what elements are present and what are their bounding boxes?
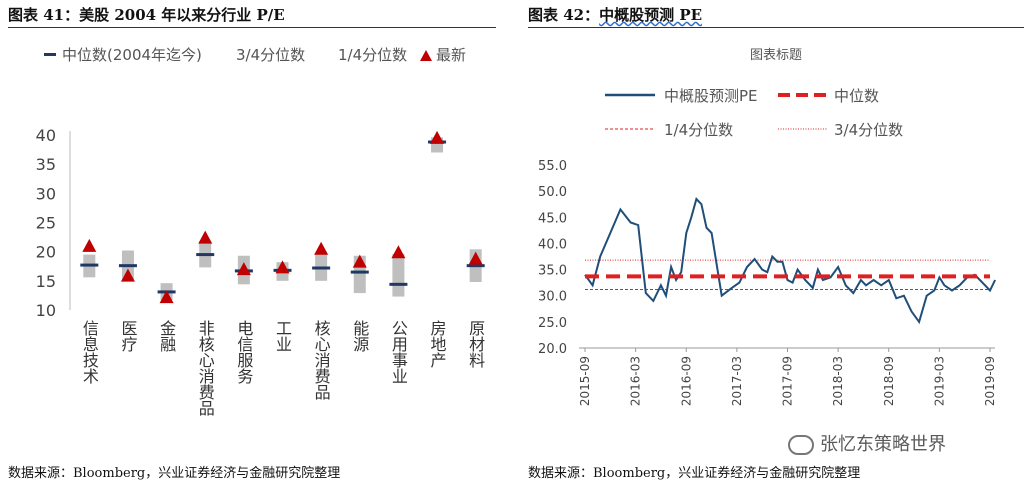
left-category-labels: 信息技术 医疗 金融 非核心消费品 电信服务 工业 核心消费品 能源 公用事业 房地产 原材料 xyxy=(80,320,485,416)
latest-marker-10 xyxy=(468,251,483,265)
median-mark-3 xyxy=(196,253,215,257)
right-x-tick-5: 2018-03 xyxy=(831,356,845,406)
latest-marker-5 xyxy=(275,260,290,274)
figure-42-title-prefix: 图表 42： xyxy=(528,6,600,24)
category-label-4: 电信服务 xyxy=(234,320,253,385)
category-label-2: 金融 xyxy=(157,320,176,353)
category-label-10: 原材料 xyxy=(466,320,485,368)
left-y-tick-5: 35 xyxy=(36,155,56,174)
left-y-tick-0: 10 xyxy=(36,301,56,320)
median-mark-1 xyxy=(118,264,137,268)
category-label-9: 房地产 xyxy=(428,320,447,368)
chart-title: 图表标题 xyxy=(750,48,802,63)
latest-marker-1 xyxy=(120,268,135,282)
category-label-1: 医疗 xyxy=(118,320,137,353)
category-label-7: 能源 xyxy=(350,320,369,353)
right-y-tick-5: 45.0 xyxy=(538,211,567,226)
latest-marker-2 xyxy=(159,290,174,304)
median-mark-10 xyxy=(466,264,485,268)
category-label-0: 信息技术 xyxy=(80,320,99,384)
left-y-tick-6: 40 xyxy=(36,126,56,145)
right-x-tick-0: 2015-09 xyxy=(578,356,592,406)
latest-marker-0 xyxy=(82,238,97,252)
sector-pe-chart: 中位数(2004年迄今) 3/4分位数 1/4分位数 最新 10 15 20 25 30… xyxy=(36,46,486,416)
category-label-8: 公用事业 xyxy=(389,320,408,384)
left-legend: 中位数(2004年迄今) 3/4分位数 1/4分位数 最新 xyxy=(44,46,466,64)
latest-marker-6 xyxy=(314,241,329,255)
range-bar-8 xyxy=(392,254,405,297)
right-x-tick-2: 2016-09 xyxy=(679,356,693,406)
legend-q3-label: 3/4分位数 xyxy=(236,46,305,64)
left-y-axis: 10 15 20 25 30 35 40 xyxy=(36,126,71,320)
figure-41-title: 图表 41：美股 2004 年以来分行业 P/E xyxy=(8,6,285,24)
legend-latest-label: 最新 xyxy=(436,46,466,64)
legend-q1-label: 1/4分位数 xyxy=(664,121,733,139)
legend-pe-label: 中概股预测PE xyxy=(664,87,758,105)
legend-median-swatch xyxy=(44,53,56,56)
left-y-tick-3: 25 xyxy=(36,214,56,233)
right-y-tick-7: 55.0 xyxy=(538,159,567,174)
right-legend: 中概股预测PE 中位数 1/4分位数 3/4分位数 xyxy=(605,87,903,139)
latest-marker-9 xyxy=(430,130,445,144)
legend-latest-marker xyxy=(420,50,432,61)
right-x-tick-7: 2019-03 xyxy=(932,356,946,406)
median-mark-0 xyxy=(80,263,99,267)
right-x-tick-4: 2017-09 xyxy=(781,356,795,406)
legend-median-label: 中位数 xyxy=(834,87,879,105)
right-x-tick-1: 2016-03 xyxy=(629,356,643,406)
figure-42-title-main: 中概股预测 PE xyxy=(599,6,703,24)
left-marks xyxy=(80,130,485,304)
left-y-tick-1: 15 xyxy=(36,272,56,291)
right-axes: 20.0 25.0 30.0 35.0 40.0 45.0 50.0 55.0 2015-09 2… xyxy=(538,159,997,406)
pe-series-line xyxy=(584,197,996,325)
right-y-tick-2: 30.0 xyxy=(538,290,567,305)
latest-marker-4 xyxy=(236,262,251,276)
legend-q1-label: 1/4分位数 xyxy=(338,46,407,64)
right-x-tick-6: 2018-09 xyxy=(882,356,896,406)
legend-median-label: 中位数(2004年迄今) xyxy=(62,46,202,64)
watermark-text: 张忆东策略世界 xyxy=(820,434,946,455)
left-y-tick-2: 20 xyxy=(36,243,56,262)
right-y-tick-6: 50.0 xyxy=(538,185,567,200)
title-rule-right xyxy=(528,27,1024,28)
figure-42-title: 图表 42：中概股预测 PE xyxy=(528,4,702,25)
right-y-tick-3: 35.0 xyxy=(538,264,567,279)
category-label-3: 非核心消费品 xyxy=(196,320,215,416)
title-rule-left xyxy=(8,27,496,28)
latest-marker-8 xyxy=(391,245,406,259)
china-concept-pe-chart: 图表标题 中概股预测PE 中位数 1/4分位数 3/4分位数 20.0 25.0 3… xyxy=(538,48,997,406)
right-y-tick-4: 40.0 xyxy=(538,237,567,252)
source-right: 数据来源：Bloomberg，兴业证券经济与金融研究院整理 xyxy=(528,466,861,481)
watermark: 张忆东策略世界 xyxy=(788,430,946,456)
latest-marker-3 xyxy=(198,230,213,244)
latest-marker-7 xyxy=(352,254,367,268)
right-y-tick-1: 25.0 xyxy=(538,316,567,331)
category-label-5: 工业 xyxy=(273,320,292,352)
left-y-tick-4: 30 xyxy=(36,184,56,203)
median-mark-8 xyxy=(389,282,408,286)
category-label-6: 核心消费品 xyxy=(312,320,331,400)
right-x-tick-8: 2019-09 xyxy=(983,356,997,406)
right-marks xyxy=(584,197,996,325)
right-y-tick-0: 20.0 xyxy=(538,342,567,357)
wechat-icon xyxy=(788,435,814,455)
legend-q3-label: 3/4分位数 xyxy=(834,121,903,139)
median-mark-6 xyxy=(312,266,331,270)
source-left: 数据来源：Bloomberg，兴业证券经济与金融研究院整理 xyxy=(8,466,341,481)
median-mark-7 xyxy=(350,270,369,274)
right-x-tick-3: 2017-03 xyxy=(730,356,744,406)
